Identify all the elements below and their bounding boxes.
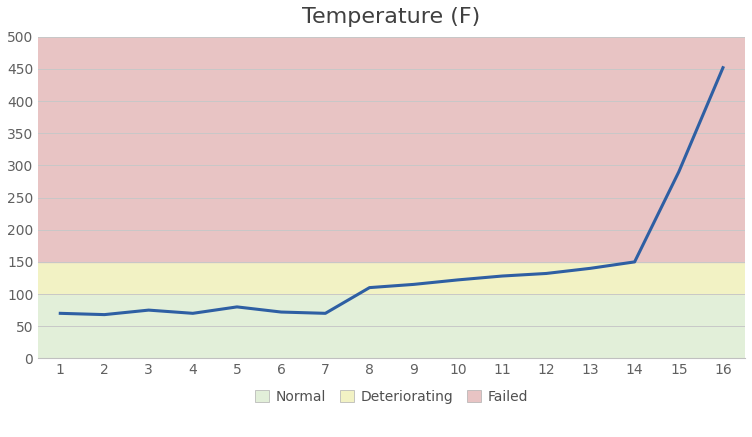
Title: Temperature (F): Temperature (F) bbox=[302, 7, 481, 27]
Bar bbox=[38, 37, 745, 262]
Bar bbox=[38, 294, 745, 358]
Bar bbox=[38, 262, 745, 294]
Legend: Normal, Deteriorating, Failed: Normal, Deteriorating, Failed bbox=[249, 384, 534, 409]
